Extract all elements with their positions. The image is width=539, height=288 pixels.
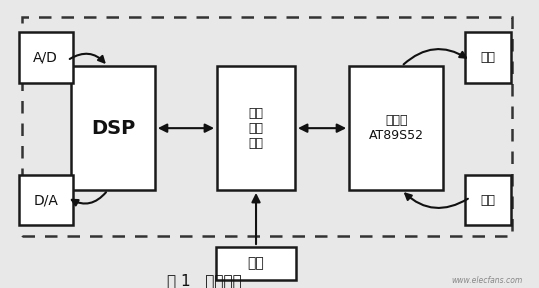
Bar: [217, 66, 295, 190]
Bar: [19, 33, 73, 83]
Text: D/A: D/A: [33, 193, 58, 207]
Text: www.elecfans.com: www.elecfans.com: [452, 276, 523, 285]
Bar: [465, 175, 511, 225]
Bar: [465, 33, 511, 83]
Text: DSP: DSP: [91, 119, 135, 138]
Text: 键盘: 键盘: [480, 194, 495, 207]
Bar: [216, 247, 296, 280]
Text: 逻辑
电路
网络: 逻辑 电路 网络: [248, 107, 264, 150]
Bar: [71, 66, 155, 190]
Bar: [22, 17, 512, 236]
Text: A/D: A/D: [33, 51, 58, 65]
Bar: [19, 175, 73, 225]
Text: 图 1   系统结构: 图 1 系统结构: [168, 273, 242, 288]
Text: 液晶: 液晶: [480, 51, 495, 64]
Text: 单片机
AT89S52: 单片机 AT89S52: [369, 114, 424, 142]
Bar: [349, 66, 443, 190]
Text: 电源: 电源: [247, 257, 265, 270]
